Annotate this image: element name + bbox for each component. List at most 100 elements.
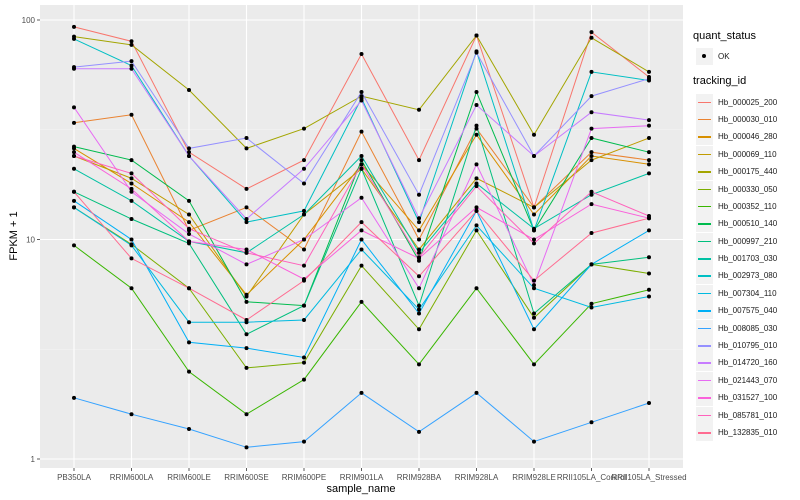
data-point xyxy=(647,162,651,167)
legend-key xyxy=(696,406,713,424)
data-point xyxy=(532,327,536,332)
data-point xyxy=(187,239,191,244)
data-point xyxy=(589,150,594,155)
legend-shape-title: quant_status xyxy=(693,30,756,42)
data-point xyxy=(72,205,76,210)
data-point xyxy=(302,158,306,163)
legend-key xyxy=(696,337,713,355)
legend-entry: Hb_000352_110 xyxy=(693,197,800,215)
data-point xyxy=(244,365,249,370)
data-point xyxy=(474,162,479,167)
legend-label: Hb_000069_110 xyxy=(718,149,777,159)
data-point xyxy=(244,262,249,267)
data-point xyxy=(532,241,536,246)
data-point xyxy=(647,76,651,81)
data-point xyxy=(474,102,479,107)
data-point xyxy=(359,228,364,233)
data-point xyxy=(359,162,364,167)
data-point xyxy=(244,220,249,225)
data-point xyxy=(417,237,421,242)
data-point xyxy=(72,198,76,203)
x-tick-label: RRIM600LE xyxy=(167,473,211,482)
data-point xyxy=(474,126,479,131)
data-point xyxy=(129,176,134,181)
data-point xyxy=(187,340,191,345)
legend-key xyxy=(696,319,713,337)
data-point xyxy=(359,98,364,103)
legend-label: Hb_000330_050 xyxy=(718,184,778,194)
data-point xyxy=(302,317,306,322)
legend-label: Hb_000175_440 xyxy=(718,167,778,177)
data-point xyxy=(244,250,249,255)
data-point xyxy=(187,226,191,231)
legend-entry: Hb_085781_010 xyxy=(693,406,800,424)
data-point xyxy=(302,439,306,444)
line-swatch-icon xyxy=(698,345,711,347)
legend-label: Hb_001703_030 xyxy=(718,254,778,264)
data-point xyxy=(474,33,479,38)
data-point xyxy=(129,171,134,176)
data-point xyxy=(589,262,594,267)
data-point xyxy=(359,52,364,57)
legend-entry: Hb_007575_040 xyxy=(693,302,800,320)
data-point xyxy=(647,400,651,405)
data-point xyxy=(72,24,76,29)
data-point xyxy=(359,154,364,159)
data-point xyxy=(647,123,651,128)
data-point xyxy=(474,390,479,395)
data-point xyxy=(187,87,191,92)
data-point xyxy=(302,377,306,382)
legend-color-title: tracking_id xyxy=(693,75,747,88)
legend-entries: Hb_000025_200 Hb_000030_010 Hb_000046_280 H… xyxy=(693,93,800,441)
legend-entry: Hb_000025_200 xyxy=(693,93,800,111)
data-point xyxy=(72,105,76,110)
legend-entry: Hb_000030_010 xyxy=(693,110,800,128)
legend-key xyxy=(696,232,713,250)
data-point xyxy=(187,212,191,217)
y-tick-label: 10 xyxy=(26,236,35,245)
data-point xyxy=(532,237,536,242)
legend-key xyxy=(696,424,713,441)
data-point xyxy=(589,35,594,40)
data-point xyxy=(302,360,306,365)
data-point xyxy=(417,362,421,367)
data-point xyxy=(532,439,536,444)
data-point xyxy=(244,136,249,141)
data-point xyxy=(647,118,651,123)
line-swatch-icon xyxy=(698,275,711,277)
data-point xyxy=(187,426,191,431)
legend-key xyxy=(696,145,713,163)
y-tick-label: 100 xyxy=(22,16,36,25)
data-point xyxy=(589,136,594,141)
data-point xyxy=(589,126,594,131)
legend-label: Hb_132835_010 xyxy=(718,428,778,437)
data-point xyxy=(589,69,594,74)
data-point xyxy=(589,305,594,310)
data-point xyxy=(589,30,594,35)
data-point xyxy=(647,271,651,276)
data-point xyxy=(244,247,249,252)
legend-key xyxy=(696,197,713,215)
legend-entry: Hb_000069_110 xyxy=(693,145,800,163)
data-point xyxy=(647,150,651,155)
legend-key xyxy=(696,48,713,66)
point-icon xyxy=(702,54,706,59)
data-point xyxy=(244,445,249,450)
data-point xyxy=(417,307,421,312)
legend-label: Hb_000510_140 xyxy=(718,219,778,229)
legend-label: Hb_008085_030 xyxy=(718,323,778,333)
data-point xyxy=(359,263,364,268)
y-axis: 1 10 100 xyxy=(22,16,40,464)
legend-key xyxy=(696,180,713,198)
data-point xyxy=(589,301,594,306)
line-swatch-icon xyxy=(698,310,711,312)
data-point xyxy=(532,283,536,288)
data-point xyxy=(72,243,76,248)
legend-label: Hb_000046_280 xyxy=(718,132,778,142)
data-point xyxy=(359,89,364,94)
data-point xyxy=(417,255,421,260)
line-swatch-icon xyxy=(698,188,711,191)
data-point xyxy=(589,189,594,194)
data-point xyxy=(474,123,479,128)
